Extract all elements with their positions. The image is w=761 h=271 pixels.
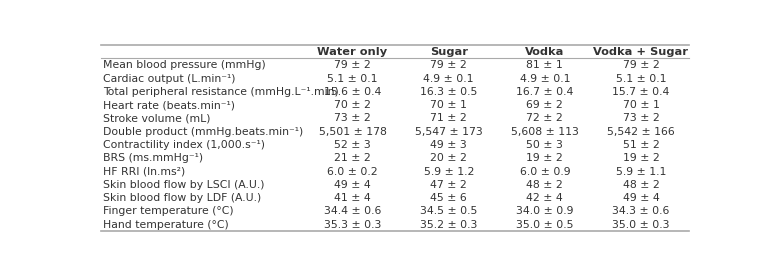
Text: BRS (ms.mmHg⁻¹): BRS (ms.mmHg⁻¹) [103,153,203,163]
Text: 70 ± 1: 70 ± 1 [430,100,467,110]
Text: Total peripheral resistance (mmHg.L⁻¹.min): Total peripheral resistance (mmHg.L⁻¹.mi… [103,87,339,97]
Text: 79 ± 2: 79 ± 2 [430,60,467,70]
Text: 5.9 ± 1.1: 5.9 ± 1.1 [616,167,666,177]
Text: 21 ± 2: 21 ± 2 [334,153,371,163]
Text: 34.3 ± 0.6: 34.3 ± 0.6 [613,206,670,216]
Text: 49 ± 3: 49 ± 3 [430,140,467,150]
Text: Contractility index (1,000.s⁻¹): Contractility index (1,000.s⁻¹) [103,140,265,150]
Text: Mean blood pressure (mmHg): Mean blood pressure (mmHg) [103,60,266,70]
Text: 45 ± 6: 45 ± 6 [430,193,467,203]
Text: 34.5 ± 0.5: 34.5 ± 0.5 [420,206,477,216]
Text: 35.2 ± 0.3: 35.2 ± 0.3 [420,220,477,230]
Text: 73 ± 2: 73 ± 2 [334,114,371,124]
Text: 69 ± 2: 69 ± 2 [527,100,563,110]
Text: 49 ± 4: 49 ± 4 [334,180,371,190]
Text: 79 ± 2: 79 ± 2 [334,60,371,70]
Text: 50 ± 3: 50 ± 3 [527,140,563,150]
Text: 73 ± 2: 73 ± 2 [622,114,659,124]
Text: 71 ± 2: 71 ± 2 [430,114,467,124]
Text: HF RRI (ln.ms²): HF RRI (ln.ms²) [103,167,185,177]
Text: Skin blood flow by LSCI (A.U.): Skin blood flow by LSCI (A.U.) [103,180,264,190]
Text: Vodka: Vodka [525,47,565,57]
Text: 5.1 ± 0.1: 5.1 ± 0.1 [616,74,666,84]
Text: 70 ± 1: 70 ± 1 [622,100,659,110]
Text: 5,608 ± 113: 5,608 ± 113 [511,127,579,137]
Text: 6.0 ± 0.2: 6.0 ± 0.2 [327,167,378,177]
Text: 6.0 ± 0.9: 6.0 ± 0.9 [520,167,570,177]
Text: 48 ± 2: 48 ± 2 [527,180,563,190]
Text: Hand temperature (°C): Hand temperature (°C) [103,220,228,230]
Text: 51 ± 2: 51 ± 2 [622,140,659,150]
Text: 35.0 ± 0.3: 35.0 ± 0.3 [612,220,670,230]
Text: 70 ± 2: 70 ± 2 [334,100,371,110]
Text: 79 ± 2: 79 ± 2 [622,60,659,70]
Text: 35.0 ± 0.5: 35.0 ± 0.5 [516,220,574,230]
Text: 72 ± 2: 72 ± 2 [527,114,563,124]
Text: 4.9 ± 0.1: 4.9 ± 0.1 [423,74,474,84]
Text: 34.4 ± 0.6: 34.4 ± 0.6 [324,206,381,216]
Text: Double product (mmHg.beats.min⁻¹): Double product (mmHg.beats.min⁻¹) [103,127,303,137]
Text: 5.9 ± 1.2: 5.9 ± 1.2 [424,167,474,177]
Text: 16.3 ± 0.5: 16.3 ± 0.5 [420,87,477,97]
Text: 81 ± 1: 81 ± 1 [527,60,563,70]
Text: 19 ± 2: 19 ± 2 [527,153,563,163]
Text: 47 ± 2: 47 ± 2 [430,180,467,190]
Text: Water only: Water only [317,47,387,57]
Text: Sugar: Sugar [430,47,468,57]
Text: 15.6 ± 0.4: 15.6 ± 0.4 [324,87,381,97]
Text: 16.7 ± 0.4: 16.7 ± 0.4 [516,87,574,97]
Text: 48 ± 2: 48 ± 2 [622,180,659,190]
Text: 49 ± 4: 49 ± 4 [622,193,659,203]
Text: 35.3 ± 0.3: 35.3 ± 0.3 [324,220,381,230]
Text: 41 ± 4: 41 ± 4 [334,193,371,203]
Text: 5,501 ± 178: 5,501 ± 178 [319,127,387,137]
Text: Finger temperature (°C): Finger temperature (°C) [103,206,234,216]
Text: 42 ± 4: 42 ± 4 [527,193,563,203]
Text: 4.9 ± 0.1: 4.9 ± 0.1 [520,74,570,84]
Text: Skin blood flow by LDF (A.U.): Skin blood flow by LDF (A.U.) [103,193,261,203]
Text: Heart rate (beats.min⁻¹): Heart rate (beats.min⁻¹) [103,100,235,110]
Text: 15.7 ± 0.4: 15.7 ± 0.4 [613,87,670,97]
Text: Cardiac output (L.min⁻¹): Cardiac output (L.min⁻¹) [103,74,235,84]
Text: 52 ± 3: 52 ± 3 [334,140,371,150]
Text: 5,547 ± 173: 5,547 ± 173 [415,127,482,137]
Text: 20 ± 2: 20 ± 2 [430,153,467,163]
Text: 34.0 ± 0.9: 34.0 ± 0.9 [516,206,574,216]
Text: 19 ± 2: 19 ± 2 [622,153,659,163]
Text: Stroke volume (mL): Stroke volume (mL) [103,114,210,124]
Text: 5,542 ± 166: 5,542 ± 166 [607,127,675,137]
Text: Vodka + Sugar: Vodka + Sugar [594,47,689,57]
Text: 5.1 ± 0.1: 5.1 ± 0.1 [327,74,377,84]
